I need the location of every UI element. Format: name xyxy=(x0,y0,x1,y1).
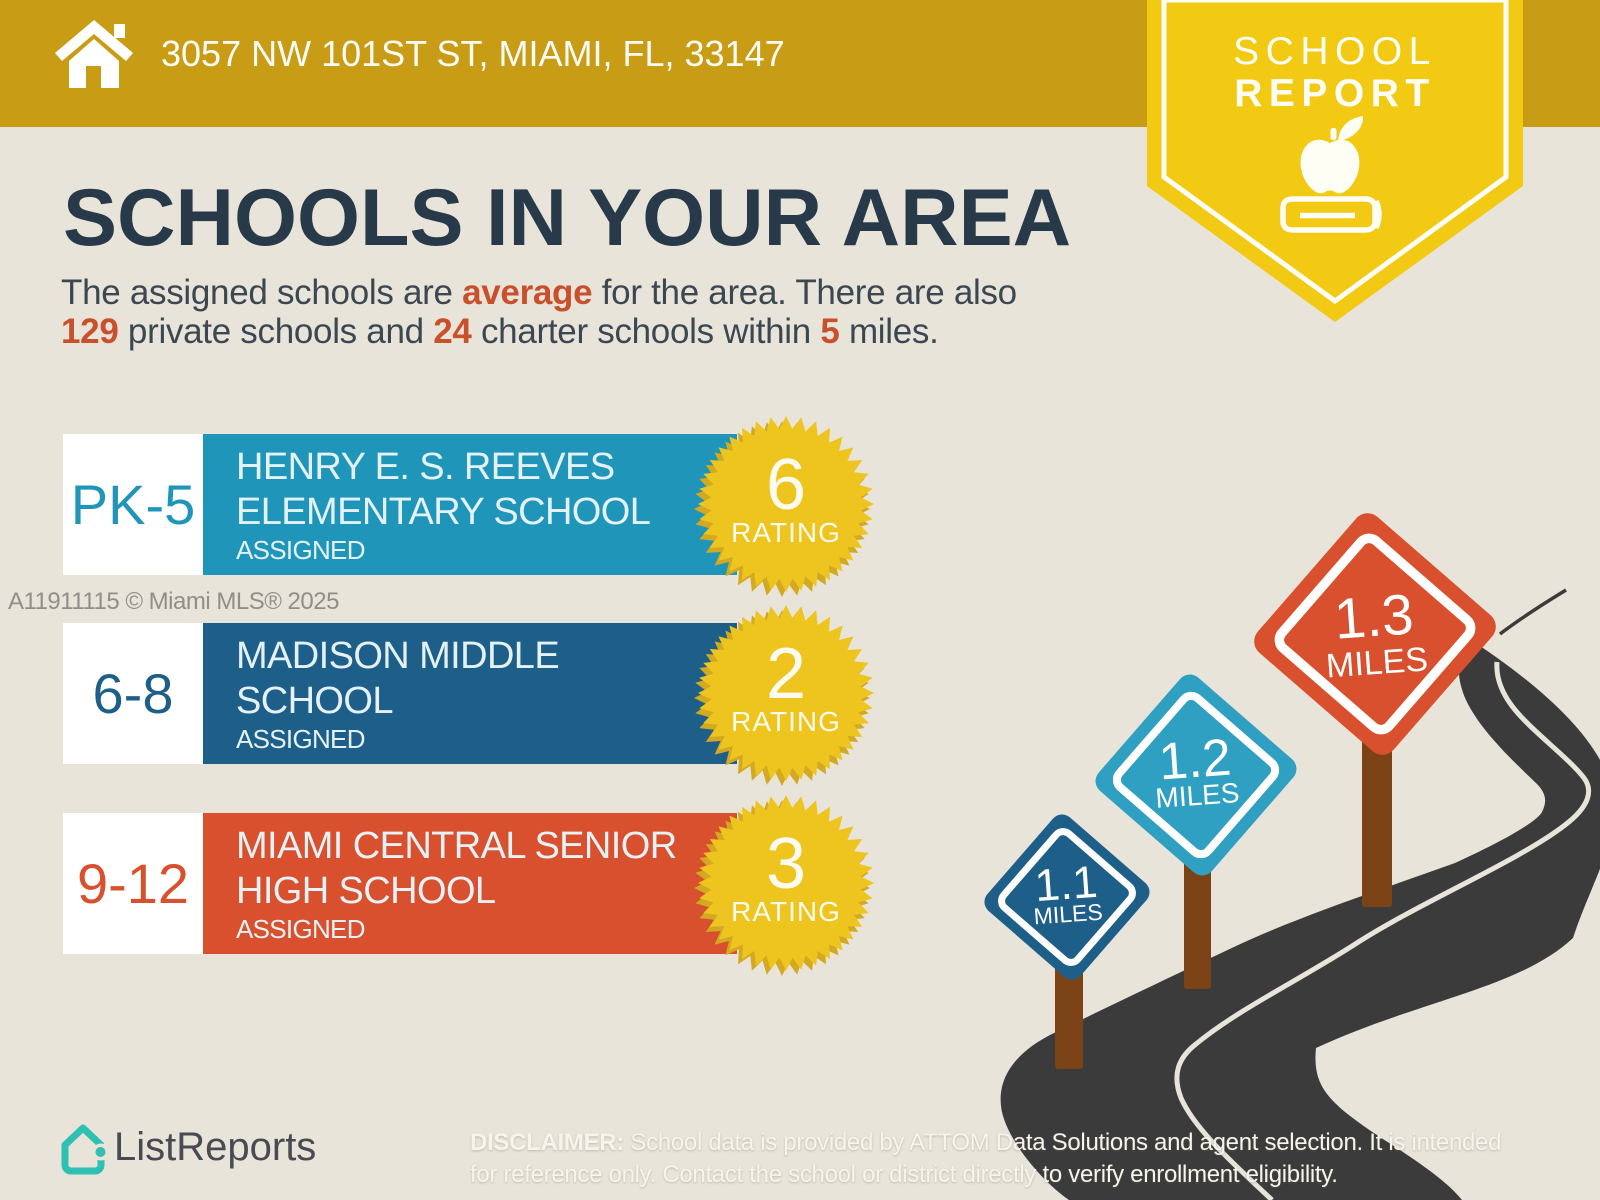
svg-text:MILES: MILES xyxy=(1325,640,1429,685)
svg-text:1.1: 1.1 xyxy=(1033,856,1099,911)
svg-text:MILES: MILES xyxy=(1154,777,1240,814)
svg-text:REPORT: REPORT xyxy=(1234,72,1436,115)
svg-text:SCHOOL: SCHOOL xyxy=(1233,30,1437,73)
svg-text:1.2: 1.2 xyxy=(1157,729,1233,792)
svg-text:MILES: MILES xyxy=(1033,899,1104,930)
svg-text:1.3: 1.3 xyxy=(1332,582,1416,651)
